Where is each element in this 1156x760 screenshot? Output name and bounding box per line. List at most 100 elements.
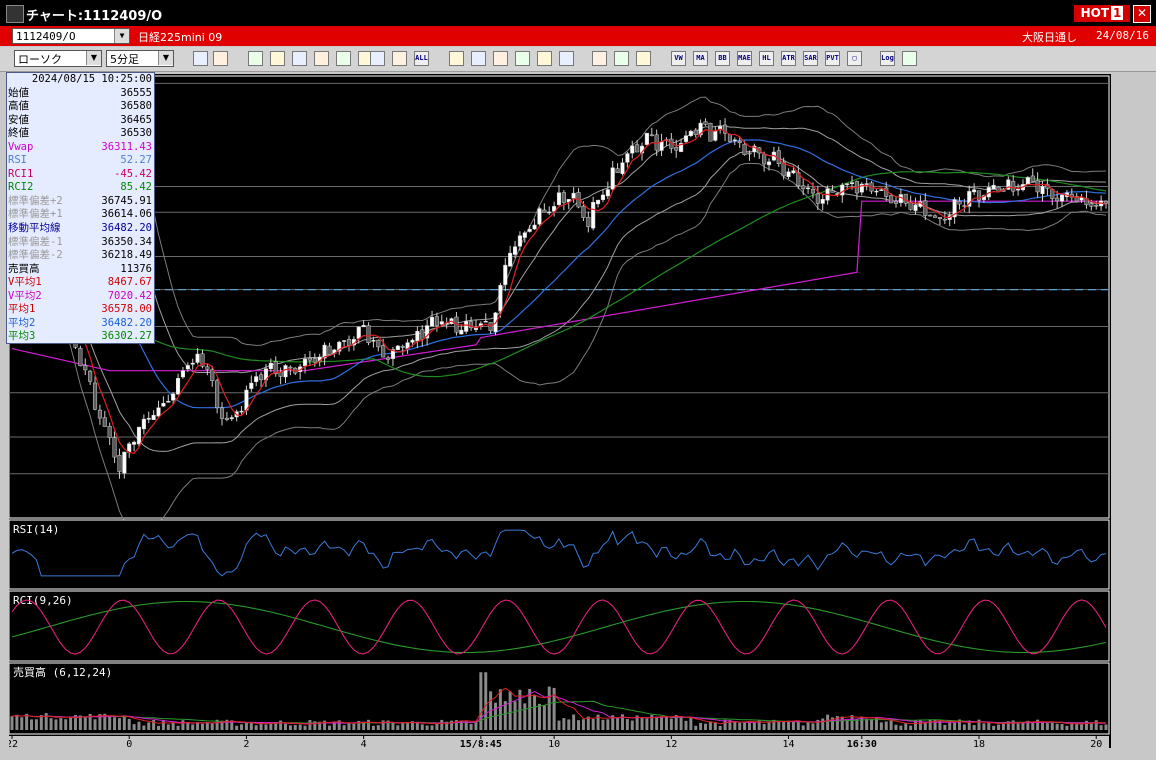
volume-bar — [596, 714, 600, 730]
volume-bar — [777, 721, 781, 730]
sar-icon[interactable]: SAR — [803, 51, 818, 66]
ma-icon[interactable]: MA — [693, 51, 708, 66]
candle-body — [1055, 197, 1060, 202]
candle-body — [376, 339, 381, 348]
cross-icon[interactable] — [270, 51, 285, 66]
candle-body — [1074, 196, 1079, 202]
candle-body — [283, 365, 288, 378]
chart-canvas[interactable]: 368003660036400362003600035800 RSI(14)80… — [9, 74, 1111, 748]
chart-type-select[interactable]: ローソク ▼ — [14, 50, 102, 67]
info-value: 36745.91 — [101, 194, 152, 207]
candle-body — [146, 417, 151, 420]
volume-bar — [420, 724, 424, 730]
candle-body — [849, 182, 855, 185]
volume-bar — [10, 716, 14, 730]
pen-icon[interactable] — [449, 51, 464, 66]
time-tick-label: 20 — [1090, 739, 1102, 748]
zoom-icon[interactable] — [193, 51, 208, 66]
tool-icon[interactable] — [592, 51, 607, 66]
app-chart-icon — [6, 5, 24, 23]
volume-bar — [1094, 720, 1098, 730]
info-value: 36311.43 — [101, 140, 152, 153]
pen2-icon[interactable] — [471, 51, 486, 66]
cursor-icon[interactable] — [493, 51, 508, 66]
volume-bar — [137, 721, 141, 730]
pp-icon[interactable]: ▢ — [847, 51, 862, 66]
box2-icon[interactable] — [392, 51, 407, 66]
draw-icon[interactable] — [314, 51, 329, 66]
volume-bar — [391, 721, 395, 730]
info-row: 平均3 36302.27 — [7, 330, 154, 344]
volume-bar — [850, 715, 854, 730]
arrows-icon[interactable] — [248, 51, 263, 66]
chart-icon[interactable] — [292, 51, 307, 66]
grid-icon[interactable] — [213, 51, 228, 66]
palette-icon[interactable] — [636, 51, 651, 66]
pvt-icon[interactable]: PVT — [825, 51, 840, 66]
session-date: 24/08/16 — [1096, 29, 1149, 42]
bb-icon[interactable]: BB — [715, 51, 730, 66]
candle-body — [254, 376, 259, 383]
mae-icon[interactable]: MAE — [737, 51, 752, 66]
chevron-down-icon[interactable]: ▼ — [114, 29, 129, 43]
volume-bar — [39, 715, 43, 730]
candle-body — [708, 122, 713, 142]
volume-bar — [552, 687, 556, 730]
candle-body — [508, 252, 513, 267]
info-row: 標準偏差+1 36614.06 — [7, 208, 154, 222]
volume-bar — [723, 719, 727, 730]
volume-bar — [34, 719, 38, 730]
wrench-icon[interactable] — [614, 51, 629, 66]
volume-bar — [1041, 721, 1045, 730]
volume-bar — [938, 720, 942, 730]
fill-icon[interactable] — [336, 51, 351, 66]
volume-bar — [176, 725, 180, 730]
volume-bar — [132, 724, 136, 730]
close-icon[interactable]: ✕ — [1133, 5, 1151, 23]
chevron-down-icon[interactable]: ▼ — [86, 51, 101, 65]
candle-body — [1079, 197, 1084, 201]
all-icon[interactable]: ALL — [414, 51, 429, 66]
volume-bar — [279, 720, 283, 730]
hand-icon[interactable] — [515, 51, 530, 66]
volume-bar — [523, 703, 527, 730]
volume-bar — [64, 719, 68, 730]
candle-body — [229, 417, 234, 420]
candle-body — [957, 200, 962, 205]
candle-body — [810, 188, 816, 194]
volume-bar — [430, 725, 434, 730]
volume-bar — [865, 718, 869, 730]
chevron-down-icon[interactable]: ▼ — [158, 51, 173, 65]
atr-icon[interactable]: ATR — [781, 51, 796, 66]
symbol-combobox[interactable]: 1112409/O ▼ — [12, 28, 130, 44]
volume-bar — [577, 720, 581, 730]
trash-icon[interactable] — [559, 51, 574, 66]
info-label: RCI2 — [8, 181, 34, 194]
volume-bar — [347, 723, 351, 730]
info-label: Vwap — [8, 140, 34, 153]
info-row: 標準偏差+2 36745.91 — [7, 195, 154, 209]
candle-body — [180, 370, 185, 378]
volume-bar — [59, 718, 63, 730]
candle-body — [859, 183, 864, 193]
vw-icon[interactable]: VW — [671, 51, 686, 66]
log-icon[interactable]: Log — [880, 51, 895, 66]
candle-body — [732, 139, 737, 142]
candle-body — [933, 215, 938, 218]
candle-body — [879, 189, 884, 191]
info-row: RCI2 85.42 — [7, 181, 154, 195]
candle-body — [185, 365, 190, 370]
box-icon[interactable] — [370, 51, 385, 66]
interval-select[interactable]: 5分足 ▼ — [106, 50, 174, 67]
volume-bar — [625, 719, 629, 730]
volume-bar — [479, 672, 483, 730]
hot-button[interactable]: HOT 1 — [1074, 5, 1130, 22]
print-icon[interactable] — [537, 51, 552, 66]
candle-body — [166, 400, 171, 403]
volume-bar — [1021, 722, 1025, 730]
candle-body — [117, 455, 122, 472]
volume-bar — [581, 719, 585, 730]
volume-bar — [528, 688, 532, 730]
export-icon[interactable] — [902, 51, 917, 66]
hl-icon[interactable]: HL — [759, 51, 774, 66]
